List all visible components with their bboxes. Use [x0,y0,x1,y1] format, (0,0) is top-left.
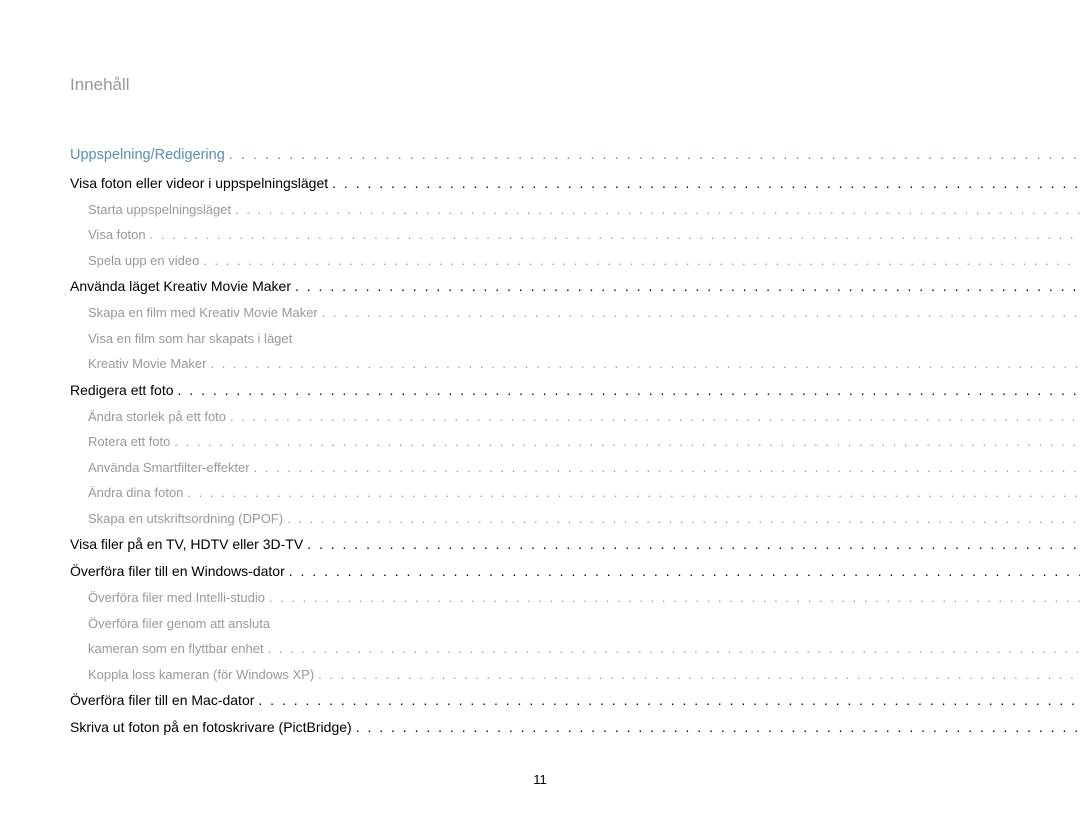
toc-label: Redigera ett foto [70,380,174,401]
toc-label: Uppspelning/Redigering [70,145,225,167]
toc-entry[interactable]: Använda läget Kreativ Movie Maker. . . .… [70,276,1080,297]
toc-dots: . . . . . . . . . . . . . . . . . . . . … [295,276,1080,297]
toc-label: Visa en film som har skapats i läget [88,329,292,349]
toc-dots: . . . . . . . . . . . . . . . . . . . . … [254,458,1080,478]
toc-label: Visa foton [88,225,146,245]
toc-label: Använda Smartfilter-effekter [88,458,250,478]
toc-entry[interactable]: Starta uppspelningsläget. . . . . . . . … [70,200,1080,220]
toc-dots: . . . . . . . . . . . . . . . . . . . . … [187,483,1080,503]
toc-entry[interactable]: Redigera ett foto. . . . . . . . . . . .… [70,380,1080,401]
toc-dots: . . . . . . . . . . . . . . . . . . . . … [235,200,1080,220]
toc-entry[interactable]: Överföra filer till en Windows-dator. . … [70,561,1080,582]
toc-entry[interactable]: Överföra filer till en Mac-dator. . . . … [70,690,1080,711]
toc-entry[interactable]: Rotera ett foto. . . . . . . . . . . . .… [70,432,1080,452]
toc-dots: . . . . . . . . . . . . . . . . . . . . … [318,665,1080,685]
toc-left-column: Uppspelning/Redigering. . . . . . . . . … [70,145,1080,744]
toc-entry[interactable]: Skriva ut foton på en fotoskrivare (Pict… [70,717,1080,738]
page-number: 11 [533,772,547,787]
toc-entry[interactable]: Koppla loss kameran (för Windows XP). . … [70,665,1080,685]
toc-dots: . . . . . . . . . . . . . . . . . . . . … [178,380,1080,401]
toc-dots: . . . . . . . . . . . . . . . . . . . . … [269,588,1080,608]
toc-label: Rotera ett foto [88,432,170,452]
toc-entry[interactable]: Överföra filer med Intelli-studio. . . .… [70,588,1080,608]
toc-entry[interactable]: Överföra filer genom att ansluta [70,614,1080,634]
toc-columns: Uppspelning/Redigering. . . . . . . . . … [70,145,1010,744]
toc-entry[interactable]: Ändra storlek på ett foto. . . . . . . .… [70,407,1080,427]
toc-entry[interactable]: Uppspelning/Redigering. . . . . . . . . … [70,145,1080,167]
toc-label: Starta uppspelningsläget [88,200,231,220]
toc-entry[interactable]: Skapa en utskriftsordning (DPOF). . . . … [70,509,1080,529]
toc-dots: . . . . . . . . . . . . . . . . . . . . … [150,225,1080,245]
toc-label: Visa foton eller videor i uppspelningslä… [70,173,328,194]
toc-label: Överföra filer till en Mac-dator [70,690,254,711]
toc-dots: . . . . . . . . . . . . . . . . . . . . … [307,534,1080,555]
toc-label: Spela upp en video [88,251,199,271]
toc-entry[interactable]: kameran som en flyttbar enhet. . . . . .… [70,639,1080,659]
toc-label: Ändra storlek på ett foto [88,407,226,427]
toc-entry[interactable]: Skapa en film med Kreativ Movie Maker. .… [70,303,1080,323]
toc-dots: . . . . . . . . . . . . . . . . . . . . … [322,303,1080,323]
toc-dots: . . . . . . . . . . . . . . . . . . . . … [174,432,1080,452]
toc-dots: . . . . . . . . . . . . . . . . . . . . … [229,145,1080,167]
toc-dots: . . . . . . . . . . . . . . . . . . . . … [289,561,1080,582]
toc-dots: . . . . . . . . . . . . . . . . . . . . … [210,354,1080,374]
toc-label: Koppla loss kameran (för Windows XP) [88,665,314,685]
toc-label: Använda läget Kreativ Movie Maker [70,276,291,297]
toc-entry[interactable]: Använda Smartfilter-effekter. . . . . . … [70,458,1080,478]
toc-dots: . . . . . . . . . . . . . . . . . . . . … [332,173,1080,194]
toc-entry[interactable]: Visa filer på en TV, HDTV eller 3D-TV. .… [70,534,1080,555]
toc-entry[interactable]: Kreativ Movie Maker. . . . . . . . . . .… [70,354,1080,374]
toc-dots: . . . . . . . . . . . . . . . . . . . . … [203,251,1080,271]
page-header: Innehåll [70,75,1010,95]
toc-label: Skriva ut foton på en fotoskrivare (Pict… [70,717,352,738]
toc-entry[interactable]: Visa foton eller videor i uppspelningslä… [70,173,1080,194]
toc-label: Ändra dina foton [88,483,183,503]
toc-dots: . . . . . . . . . . . . . . . . . . . . … [258,690,1080,711]
toc-label: Skapa en film med Kreativ Movie Maker [88,303,318,323]
toc-entry[interactable]: Visa foton. . . . . . . . . . . . . . . … [70,225,1080,245]
toc-entry[interactable]: Ändra dina foton. . . . . . . . . . . . … [70,483,1080,503]
toc-dots: . . . . . . . . . . . . . . . . . . . . … [287,509,1080,529]
toc-dots: . . . . . . . . . . . . . . . . . . . . … [230,407,1080,427]
toc-label: Kreativ Movie Maker [88,354,206,374]
toc-entry[interactable]: Spela upp en video. . . . . . . . . . . … [70,251,1080,271]
toc-dots: . . . . . . . . . . . . . . . . . . . . … [356,717,1080,738]
toc-label: Överföra filer till en Windows-dator [70,561,285,582]
toc-label: kameran som en flyttbar enhet [88,639,264,659]
toc-label: Överföra filer med Intelli-studio [88,588,265,608]
toc-label: Överföra filer genom att ansluta [88,614,270,634]
toc-dots: . . . . . . . . . . . . . . . . . . . . … [268,639,1080,659]
toc-label: Visa filer på en TV, HDTV eller 3D-TV [70,534,303,555]
toc-entry[interactable]: Visa en film som har skapats i läget [70,329,1080,349]
toc-label: Skapa en utskriftsordning (DPOF) [88,509,283,529]
